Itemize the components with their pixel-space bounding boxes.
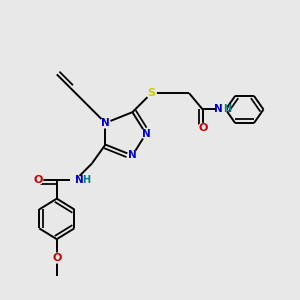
Circle shape <box>52 253 62 263</box>
Circle shape <box>33 175 43 184</box>
Text: H: H <box>82 175 90 185</box>
Text: N: N <box>101 118 110 128</box>
Text: N: N <box>214 104 223 115</box>
Text: O: O <box>33 175 43 185</box>
Text: N: N <box>142 129 150 139</box>
Text: H: H <box>224 104 232 115</box>
Circle shape <box>217 105 226 114</box>
Circle shape <box>100 118 110 128</box>
Text: N: N <box>75 175 83 185</box>
Circle shape <box>71 175 81 184</box>
Circle shape <box>146 88 156 98</box>
Circle shape <box>141 129 151 139</box>
Circle shape <box>128 151 137 160</box>
Text: O: O <box>52 253 62 263</box>
Text: O: O <box>198 123 207 134</box>
Circle shape <box>198 124 208 133</box>
Text: S: S <box>147 88 155 98</box>
Text: N: N <box>128 150 137 161</box>
